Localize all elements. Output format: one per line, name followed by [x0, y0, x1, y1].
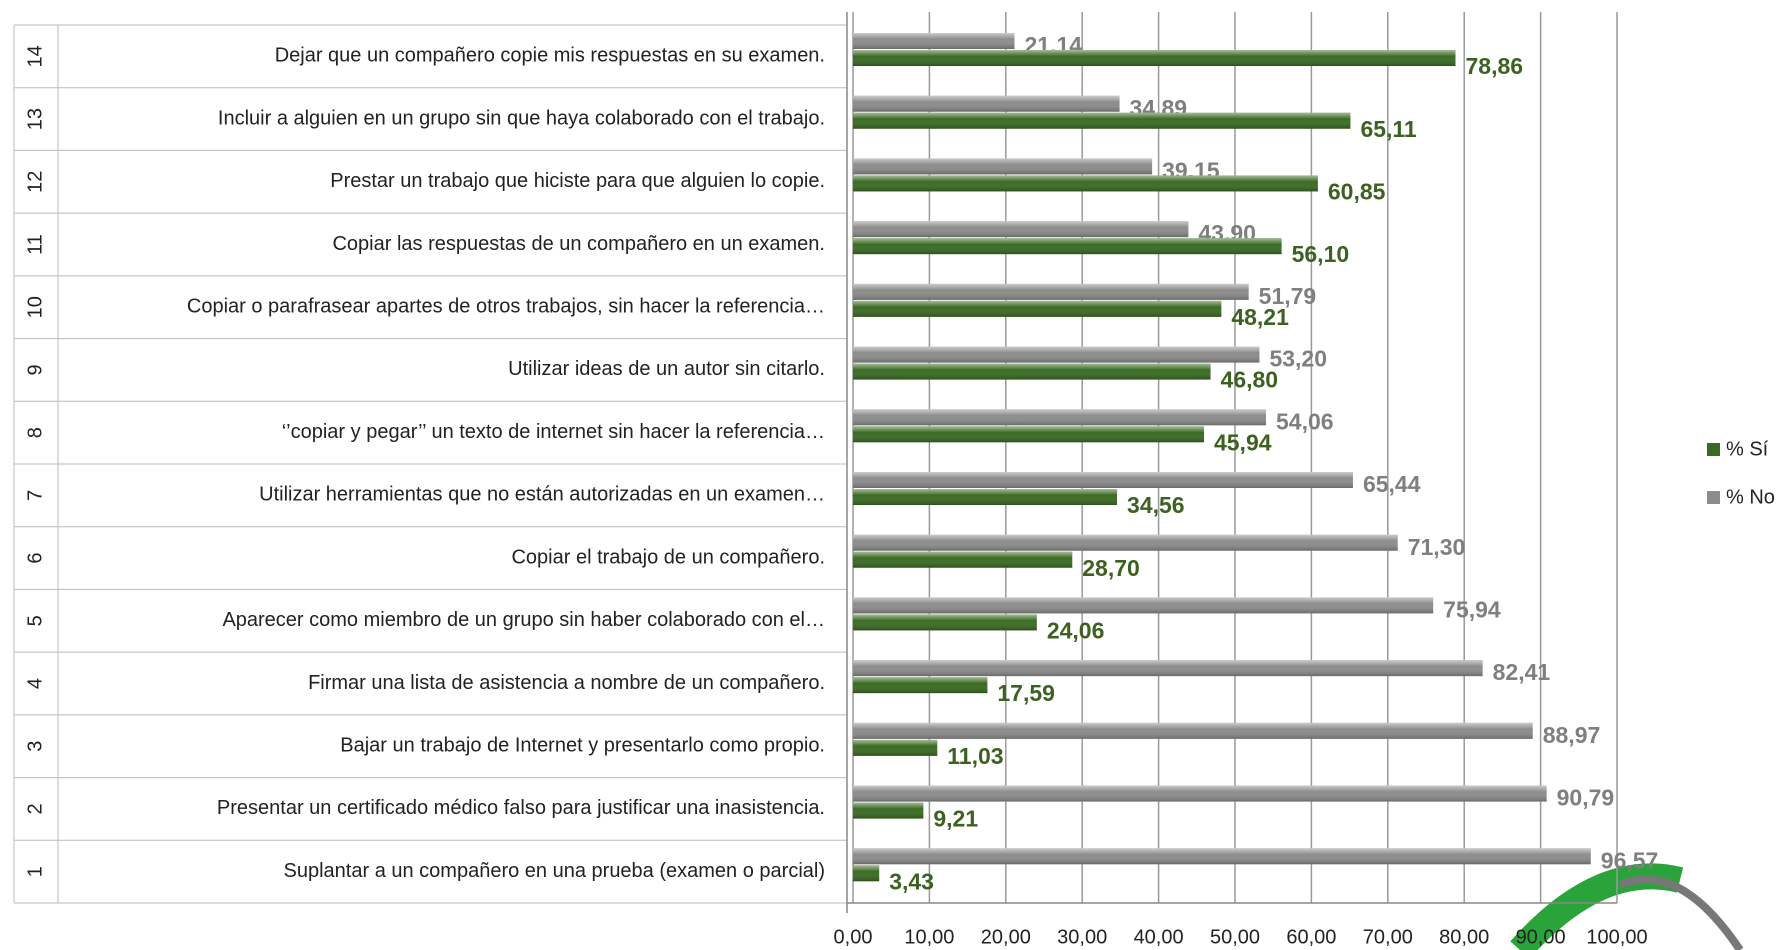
bar-shade [853, 158, 1153, 175]
value-label: 88,97 [1543, 722, 1601, 748]
bar-shade [853, 346, 1260, 363]
x-tick-label: 60,00 [1286, 926, 1336, 948]
bar-shade [853, 33, 1015, 49]
category-id: 12 [24, 171, 46, 193]
category-id: 9 [24, 364, 46, 375]
bar-shade [853, 802, 924, 819]
value-label: 71,30 [1408, 534, 1466, 560]
value-label: 17,59 [997, 680, 1055, 706]
category-label: Bajar un trabajo de Internet y presentar… [340, 734, 825, 756]
category-label: Copiar el trabajo de un compañero. [511, 546, 825, 568]
bar-shade [853, 489, 1118, 505]
category-id: 14 [24, 45, 46, 67]
x-tick-label: 20,00 [981, 926, 1031, 948]
category-label: Copiar las respuestas de un compañero en… [332, 233, 825, 255]
category-label: ‘’copiar y pegar’’ un texto de internet … [282, 421, 825, 443]
category-id: 5 [24, 615, 46, 626]
bar-shade [853, 175, 1318, 192]
category-id: 6 [24, 553, 46, 564]
bar-shade [853, 300, 1222, 317]
bar-shade [853, 597, 1434, 614]
logo-decoration [1510, 863, 1684, 950]
bar-shade [853, 722, 1533, 739]
x-tick-label: 40,00 [1134, 926, 1184, 948]
legend-label: % Sí [1726, 438, 1769, 460]
bar-shade [853, 221, 1189, 238]
value-label: 54,06 [1276, 408, 1334, 434]
bar-shade [853, 865, 880, 882]
bar-shade [853, 614, 1037, 631]
value-label: 3,43 [889, 868, 934, 894]
category-id: 13 [24, 108, 46, 130]
bar-shade [853, 739, 938, 756]
x-tick-label: 0,00 [834, 926, 873, 948]
x-tick-label: 80,00 [1439, 926, 1489, 948]
value-label: 46,80 [1221, 367, 1279, 393]
category-label: Incluir a alguien en un grupo sin que ha… [218, 107, 825, 129]
bar-shade [853, 785, 1547, 802]
value-label: 78,86 [1465, 53, 1523, 79]
value-label: 9,21 [933, 806, 978, 832]
x-tick-label: 70,00 [1363, 926, 1413, 948]
logo-decoration [1618, 875, 1744, 950]
category-label: Copiar o parafrasear apartes de otros tr… [187, 295, 825, 317]
category-label: Utilizar ideas de un autor sin citarlo. [508, 358, 825, 380]
value-label: 90,79 [1557, 785, 1615, 811]
bar-shade [853, 409, 1267, 426]
x-tick-label: 50,00 [1210, 926, 1260, 948]
value-label: 96,57 [1601, 847, 1659, 873]
x-tick-label: 30,00 [1057, 926, 1107, 948]
value-label: 51,79 [1259, 283, 1317, 309]
x-tick-label: 100,00 [1586, 926, 1647, 948]
category-id: 2 [24, 803, 46, 814]
value-label: 60,85 [1328, 179, 1386, 205]
legend-swatch [1707, 491, 1720, 504]
x-tick-label: 10,00 [904, 926, 954, 948]
category-label: Prestar un trabajo que hiciste para que … [330, 170, 825, 192]
category-id: 11 [24, 234, 46, 255]
x-tick-label: 90,00 [1516, 926, 1566, 948]
value-label: 24,06 [1047, 618, 1105, 644]
value-label: 34,56 [1127, 492, 1185, 518]
bar-shade [853, 426, 1204, 443]
bar-shade [853, 238, 1282, 255]
category-label: Suplantar a un compañero en una prueba (… [284, 860, 825, 882]
bar-shade [853, 551, 1073, 568]
category-label: Aparecer como miembro de un grupo sin ha… [222, 609, 825, 631]
category-label: Dejar que un compañero copie mis respues… [275, 45, 825, 67]
value-label: 45,94 [1214, 429, 1272, 455]
value-label: 56,10 [1292, 241, 1350, 267]
value-label: 11,03 [947, 743, 1003, 769]
bar-shade [853, 677, 988, 694]
bar-shade [853, 283, 1249, 300]
category-id: 8 [24, 427, 46, 438]
bar-shade [853, 112, 1351, 129]
bar-shade [853, 95, 1120, 112]
value-label: 65,11 [1360, 116, 1416, 142]
bar-shade [853, 534, 1398, 551]
value-label: 82,41 [1493, 659, 1551, 685]
bar-shade [853, 50, 1456, 66]
legend-label: % No [1726, 486, 1775, 508]
value-label: 53,20 [1269, 346, 1327, 372]
category-label: Utilizar herramientas que no están autor… [259, 484, 825, 506]
category-id: 4 [24, 678, 46, 689]
category-label: Presentar un certificado médico falso pa… [217, 797, 825, 819]
legend-swatch [1707, 443, 1720, 456]
bar-shade [853, 848, 1591, 865]
value-label: 48,21 [1231, 304, 1289, 330]
category-id: 3 [24, 741, 46, 752]
bar-shade [853, 363, 1211, 380]
value-label: 65,44 [1363, 471, 1421, 497]
value-label: 75,94 [1443, 597, 1501, 623]
category-id: 7 [24, 490, 46, 501]
bar-shade [853, 472, 1353, 488]
bar-shade [853, 660, 1483, 677]
value-label: 28,70 [1082, 555, 1140, 581]
category-label: Firmar una lista de asistencia a nombre … [308, 672, 825, 694]
category-id: 10 [24, 296, 46, 318]
category-id: 1 [24, 866, 46, 877]
